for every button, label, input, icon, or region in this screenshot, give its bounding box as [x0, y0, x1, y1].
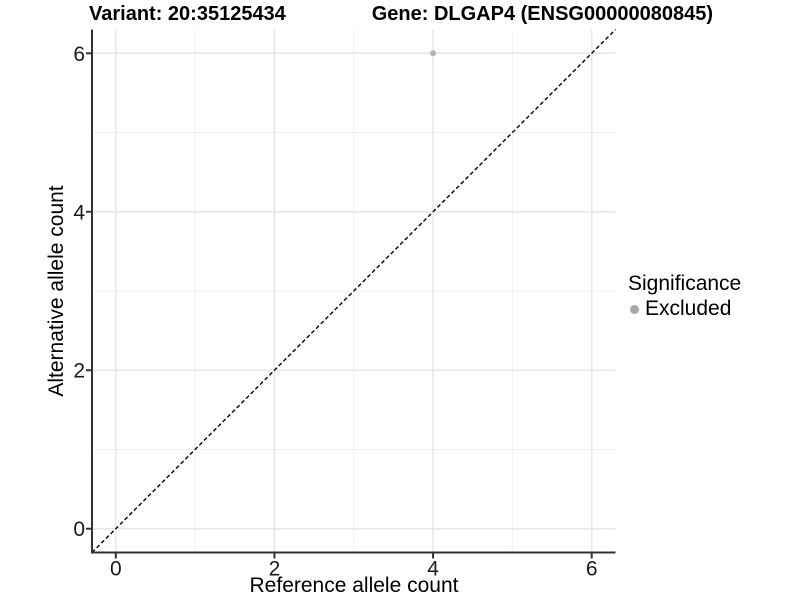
legend-item: Excluded [628, 297, 741, 321]
x-tick-label: 6 [586, 558, 598, 581]
legend-title: Significance [628, 272, 742, 295]
x-axis-title: Reference allele count [249, 574, 459, 597]
data-point [430, 50, 437, 57]
plot-title-variant: Variant: 20:35125434 [89, 3, 286, 25]
y-tick-label: 4 [73, 201, 85, 224]
plot-title-gene: Gene: DLGAP4 (ENSG00000080845) [371, 3, 713, 25]
legend-item-label: Excluded [645, 297, 732, 320]
legend: Significance Excluded [628, 272, 741, 321]
x-tick-label: 2 [269, 558, 281, 581]
identity-line [91, 29, 616, 553]
legend-items: Excluded [628, 297, 741, 321]
y-tick-label: 0 [73, 518, 85, 541]
legend-key-dot-icon [630, 304, 639, 314]
y-tick-label: 2 [73, 360, 85, 383]
x-tick-label: 4 [427, 558, 439, 581]
x-tick-label: 0 [110, 558, 122, 581]
y-tick-label: 6 [73, 43, 85, 66]
